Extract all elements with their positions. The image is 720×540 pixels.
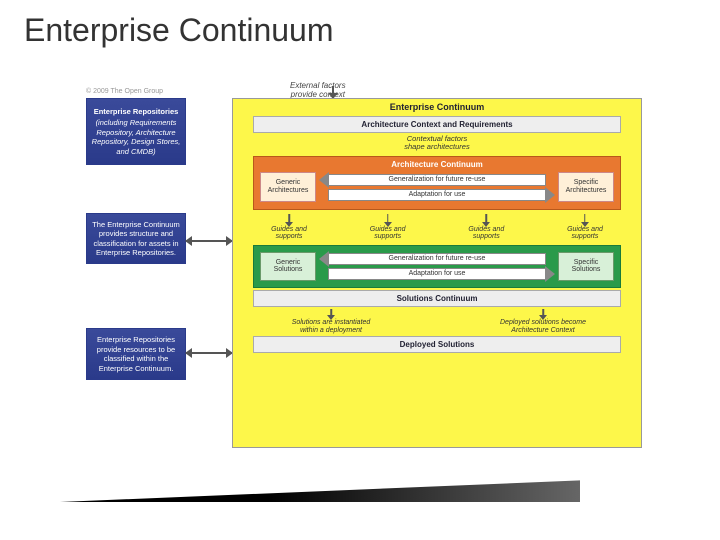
shadow-wedge	[60, 454, 580, 502]
arch-adaptation-arrow: Adaptation for use	[320, 188, 554, 202]
architecture-continuum-box: Architecture Continuum Generic Architect…	[253, 156, 621, 210]
instantiated-note: Solutions are instantiated within a depl…	[261, 309, 401, 334]
enterprise-continuum-box: Enterprise Continuum Architecture Contex…	[232, 98, 642, 448]
solutions-continuum-box: Generic Solutions Generalization for fut…	[253, 245, 621, 288]
connector-arrow-2	[186, 348, 232, 358]
specific-architectures-box: Specific Architectures	[558, 172, 614, 201]
copyright-text: © 2009 The Open Group	[86, 88, 163, 95]
sidebar-title: Enterprise Repositories	[94, 107, 179, 116]
sol-adaptation-arrow: Adaptation for use	[320, 267, 554, 281]
contextual-factors-note: Contextual factors shape architectures	[233, 135, 641, 152]
sidebar-resources-box: Enterprise Repositories provide resource…	[86, 328, 186, 380]
sidebar-structure-box: The Enterprise Continuum provides struct…	[86, 213, 186, 265]
specific-solutions-box: Specific Solutions	[558, 252, 614, 281]
deployed-solutions-bar: Deployed Solutions	[253, 336, 621, 353]
generic-architectures-box: Generic Architectures	[260, 172, 316, 201]
slide-title: Enterprise Continuum	[24, 12, 333, 49]
generic-solutions-box: Generic Solutions	[260, 252, 316, 281]
guide-3: Guides and supports	[458, 214, 514, 241]
arch-generalization-arrow: Generalization for future re-use	[320, 173, 554, 187]
connector-arrow-1	[186, 236, 232, 246]
guide-1: Guides and supports	[261, 214, 317, 241]
main-title: Enterprise Continuum	[233, 99, 641, 114]
solutions-continuum-bar: Solutions Continuum	[253, 290, 621, 307]
guides-row: Guides and supports Guides and supports …	[261, 214, 613, 241]
sol-generalization-arrow: Generalization for future re-use	[320, 252, 554, 266]
architecture-continuum-title: Architecture Continuum	[254, 160, 620, 169]
sidebar-title-box: Enterprise Repositories (including Requi…	[86, 98, 186, 165]
context-requirements-bar: Architecture Context and Requirements	[253, 116, 621, 133]
bottom-notes-row: Solutions are instantiated within a depl…	[261, 309, 613, 334]
sidebar-repositories: Enterprise Repositories (including Requi…	[86, 98, 186, 448]
sidebar-title-sub: (including Requirements Repository, Arch…	[91, 118, 181, 156]
guide-2: Guides and supports	[360, 214, 416, 241]
guide-4: Guides and supports	[557, 214, 613, 241]
deployed-become-note: Deployed solutions become Architecture C…	[473, 309, 613, 334]
